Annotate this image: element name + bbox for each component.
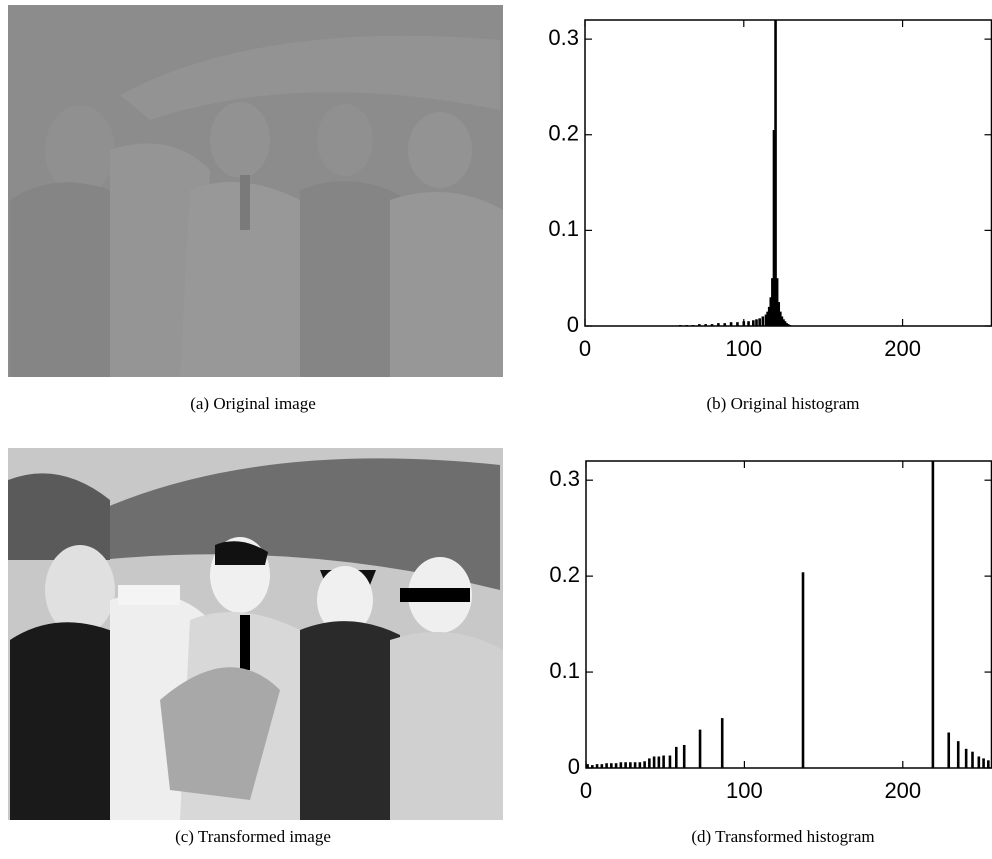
caption: (b) Original histogram: [707, 394, 860, 413]
histogram-bar: [978, 756, 981, 768]
y-tick-label: 0.1: [549, 658, 580, 683]
photo-transformed: [8, 448, 503, 820]
x-tick-label: 100: [725, 336, 762, 361]
histogram-bar: [755, 319, 758, 326]
x-tick-label: 200: [884, 336, 921, 361]
x-tick-label: 0: [579, 336, 591, 361]
histogram-bar: [947, 733, 950, 768]
y-tick-label: 0: [568, 754, 580, 779]
histogram-bar: [675, 747, 678, 768]
histogram-bar: [971, 752, 974, 768]
histogram-bar: [957, 741, 960, 768]
histogram-bar: [658, 756, 661, 768]
histogram-bar: [683, 745, 686, 768]
x-tick-label: 0: [580, 778, 592, 803]
histogram-bar: [932, 461, 935, 768]
histogram-bar: [624, 762, 627, 768]
y-tick-label: 0.2: [549, 562, 580, 587]
plot-frame: [586, 461, 992, 768]
histogram-bar: [721, 718, 724, 768]
histogram-bar: [639, 762, 642, 768]
histogram-bar: [758, 318, 761, 326]
y-tick-label: 0.1: [548, 216, 579, 241]
caption: (c) Transformed image: [175, 827, 331, 846]
histogram-bar: [762, 316, 765, 326]
histogram-bar: [643, 761, 646, 768]
x-tick-label: 200: [884, 778, 921, 803]
y-tick-label: 0.2: [548, 121, 579, 146]
figure: (a) Original image (c) Transformed image…: [0, 0, 992, 859]
histogram-bar: [629, 762, 632, 768]
photo-original: [8, 5, 503, 377]
histogram-bar: [965, 749, 968, 768]
histogram-bar: [752, 320, 755, 326]
histogram-bar: [982, 758, 985, 768]
histogram-bar: [669, 756, 672, 768]
histogram-bar: [648, 758, 651, 768]
histogram-bar: [987, 760, 990, 768]
caption: (a) Original image: [190, 394, 316, 413]
y-tick-label: 0: [567, 312, 579, 337]
histogram-bar: [653, 756, 656, 768]
histogram-bar: [802, 572, 805, 768]
histogram-bar: [662, 756, 665, 768]
plot-frame: [585, 20, 992, 326]
y-tick-label: 0.3: [549, 466, 580, 491]
y-tick-label: 0.3: [548, 25, 579, 50]
caption: (d) Transformed histogram: [691, 827, 874, 846]
x-tick-label: 100: [726, 778, 763, 803]
histogram-bar: [699, 730, 702, 768]
histogram-bar: [620, 762, 623, 768]
page: (a) Original image (c) Transformed image…: [0, 0, 992, 859]
histogram-bar: [634, 762, 637, 768]
